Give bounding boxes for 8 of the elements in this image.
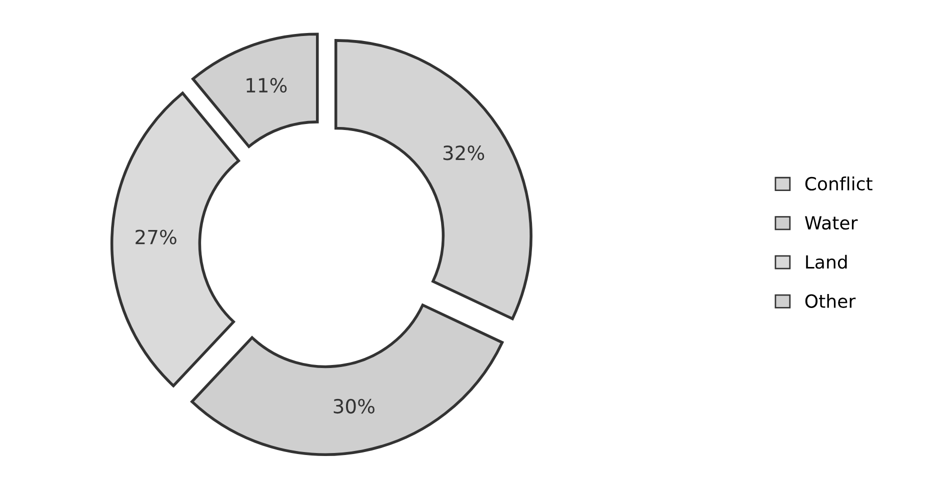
data-label: 30% <box>334 398 374 414</box>
data-label: 27% <box>136 230 176 244</box>
data-label: 11% <box>246 78 287 93</box>
legend-label: Other <box>805 294 856 308</box>
legend-label: Land <box>806 254 847 269</box>
legend-label: Conflict <box>805 176 872 191</box>
data-label: 32% <box>443 146 484 160</box>
legend-label: Water <box>804 216 858 230</box>
